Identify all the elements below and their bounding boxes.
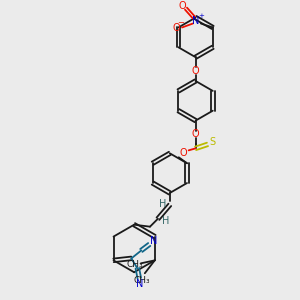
Text: CH₃: CH₃	[127, 260, 143, 269]
Text: H: H	[159, 199, 167, 209]
Text: +: +	[198, 13, 204, 19]
Text: O: O	[178, 1, 186, 11]
Text: O: O	[180, 148, 188, 158]
Text: N: N	[136, 279, 143, 289]
Text: O: O	[192, 66, 200, 76]
Text: S: S	[209, 137, 215, 147]
Text: O: O	[172, 23, 180, 34]
Text: O: O	[192, 130, 200, 140]
Text: −: −	[178, 18, 184, 27]
Text: H: H	[162, 216, 169, 226]
Text: CH₃: CH₃	[134, 276, 150, 285]
Text: N: N	[151, 236, 158, 245]
Text: N: N	[192, 16, 200, 26]
